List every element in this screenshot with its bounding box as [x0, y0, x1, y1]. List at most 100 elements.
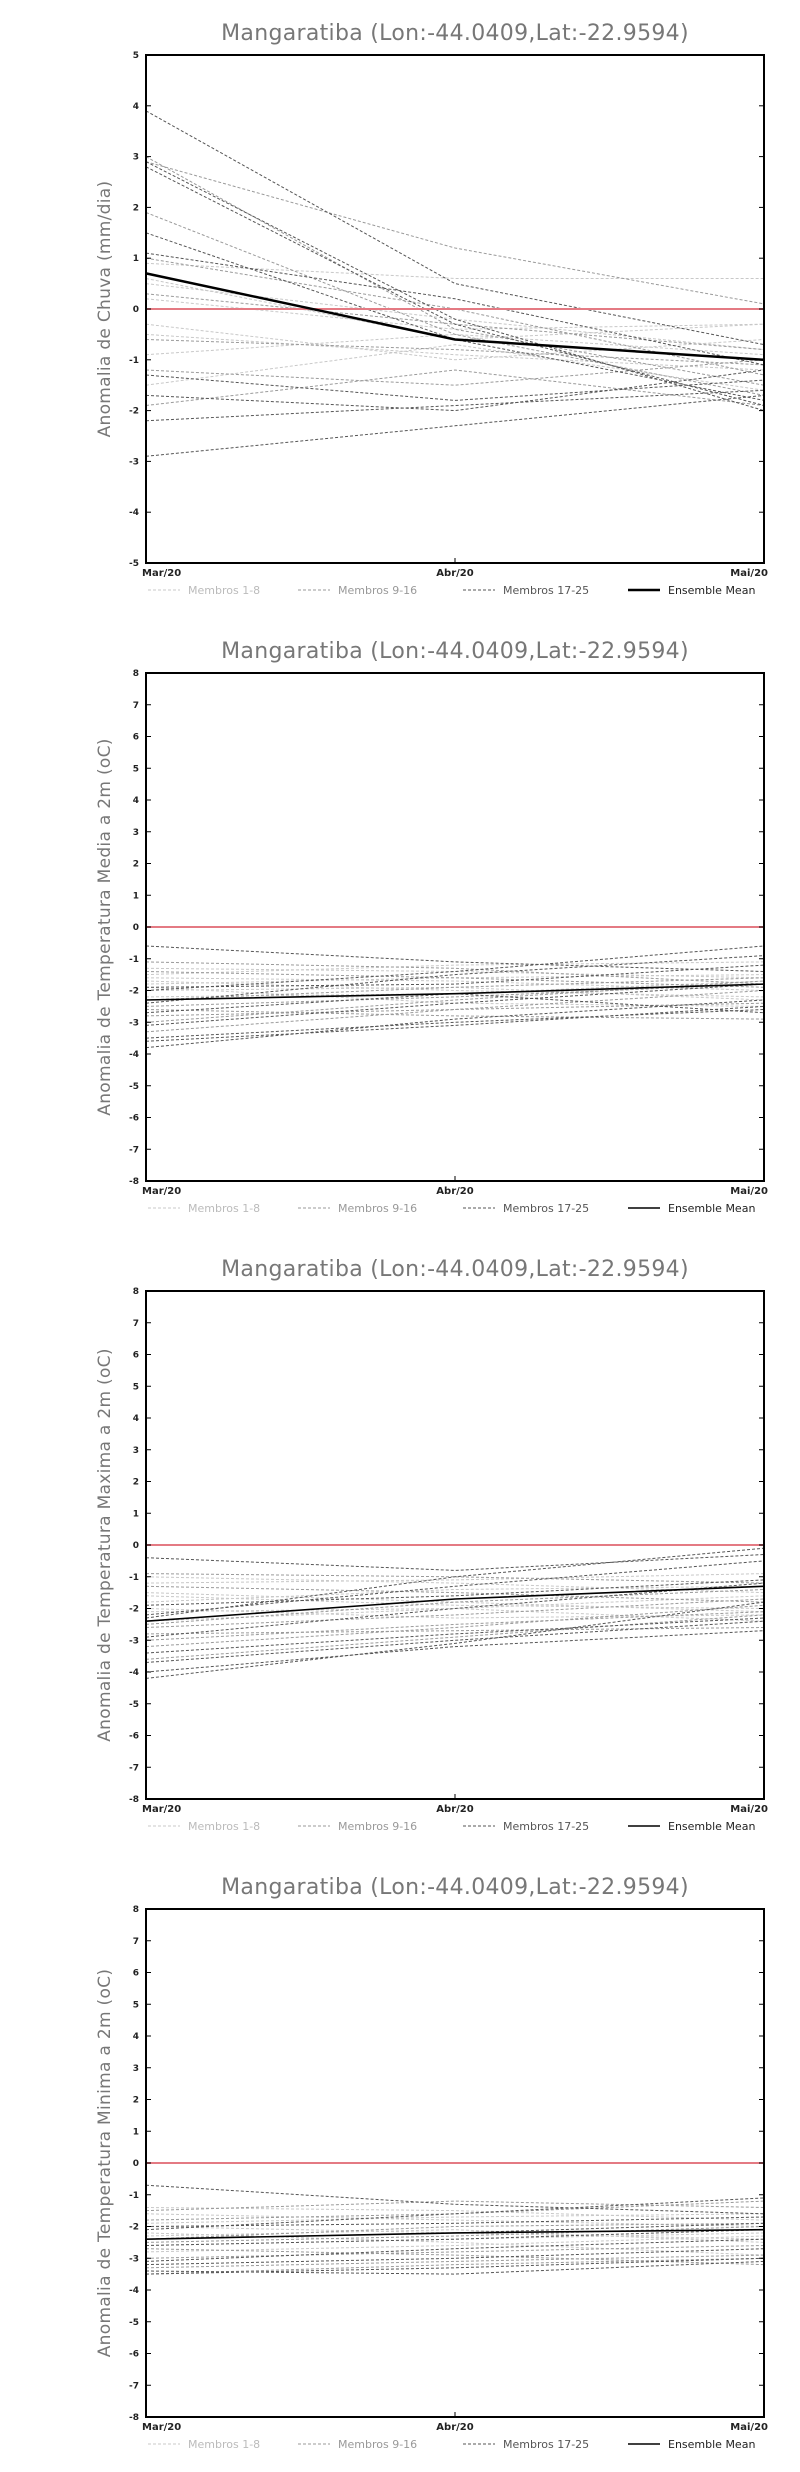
member-line-25	[145, 964, 765, 988]
member-line-14	[145, 2257, 765, 2275]
member-line-15	[145, 961, 765, 985]
y-axis-label: Anomalia de Temperatura Maxima a 2m (oC)	[95, 1348, 115, 1742]
member-line-9	[145, 2226, 765, 2243]
y-tick-label: 8	[133, 669, 139, 679]
member-line-20	[145, 374, 765, 401]
chart-svg: Mangaratiba (Lon:-44.0409,Lat:-22.9594) A…	[95, 639, 768, 1215]
member-line-10	[145, 1002, 765, 1017]
member-line-22	[145, 389, 765, 422]
member-line-18	[145, 1601, 765, 1679]
y-tick-label: -3	[129, 457, 139, 467]
y-tick-label: -5	[129, 2318, 139, 2328]
member-line-14	[145, 990, 765, 1033]
y-axis-label: Anomalia de Chuva (mm/dia)	[95, 181, 115, 438]
member-line-11	[145, 1585, 765, 1603]
member-line-4	[145, 986, 765, 1001]
x-tick-label: Mai/20	[730, 1804, 768, 1815]
x-tick-label: Mar/20	[142, 2422, 181, 2433]
member-line-23	[145, 2257, 765, 2275]
y-tick-label: -7	[129, 1763, 139, 1773]
member-line-25	[145, 2216, 765, 2227]
y-tick-label: 6	[133, 1969, 139, 1979]
y-tick-label: 3	[133, 153, 139, 163]
y-tick-label: 4	[133, 1414, 139, 1424]
y-tick-label: 2	[133, 860, 139, 870]
member-line-25	[145, 1579, 765, 1606]
member-line-21	[145, 2248, 765, 2266]
member-line-25	[145, 232, 765, 401]
y-tick-label: 0	[133, 305, 139, 315]
chart-title: Mangaratiba (Lon:-44.0409,Lat:-22.9594)	[221, 639, 689, 664]
y-tick-label: -4	[129, 1050, 139, 1060]
member-line-20	[145, 1547, 765, 1619]
member-line-7	[145, 2232, 765, 2256]
member-line-15	[145, 1573, 765, 1584]
chart-precipitation: Mangaratiba (Lon:-44.0409,Lat:-22.9594) A…	[0, 0, 800, 618]
member-line-16	[145, 212, 765, 396]
member-line-8	[145, 1595, 765, 1609]
legend-label: Ensemble Mean	[668, 1820, 755, 1833]
y-tick-label: -2	[129, 407, 139, 417]
member-line-23	[145, 1630, 765, 1673]
member-line-17	[145, 110, 765, 346]
member-line-5	[145, 961, 765, 976]
y-tick-label: -3	[129, 1636, 139, 1646]
y-axis-label: Anomalia de Temperatura Media a 2m (oC)	[95, 738, 115, 1115]
chart-svg: Mangaratiba (Lon:-44.0409,Lat:-22.9594) A…	[95, 21, 768, 597]
member-line-22	[145, 945, 765, 991]
legend-label: Ensemble Mean	[668, 584, 755, 597]
member-line-5	[145, 2207, 765, 2221]
member-line-9	[145, 161, 765, 305]
chart-max-temperature: Mangaratiba (Lon:-44.0409,Lat:-22.9594) A…	[0, 1236, 800, 1854]
member-line-16	[145, 1009, 765, 1020]
y-tick-label: -4	[129, 1668, 139, 1678]
member-line-23	[145, 1005, 765, 1042]
member-line-10	[145, 359, 765, 386]
member-line-17	[145, 1554, 765, 1571]
y-tick-label: 4	[133, 2032, 139, 2042]
x-tick-label: Abr/20	[436, 1186, 473, 1197]
y-tick-label: 8	[133, 1905, 139, 1915]
y-tick-label: -6	[129, 1114, 139, 1124]
y-tick-label: 5	[133, 1382, 139, 1392]
member-line-3	[145, 262, 764, 279]
legend-label: Membros 1-8	[188, 1820, 260, 1833]
y-tick-label: 6	[133, 1351, 139, 1361]
chart-min-temperature: Mangaratiba (Lon:-44.0409,Lat:-22.9594) A…	[0, 1854, 800, 2472]
x-tick-label: Mar/20	[142, 1804, 181, 1815]
legend-label: Membros 9-16	[338, 1820, 417, 1833]
legend-label: Ensemble Mean	[668, 1202, 755, 1215]
member-line-21	[145, 252, 765, 366]
member-line-3	[145, 1585, 765, 1603]
y-tick-label: 8	[133, 1287, 139, 1297]
member-line-12	[145, 2254, 765, 2269]
chart-title: Mangaratiba (Lon:-44.0409,Lat:-22.9594)	[221, 1257, 689, 1282]
y-tick-label: 0	[133, 923, 139, 933]
ensemble-mean-line	[145, 983, 765, 1001]
x-tick-label: Mai/20	[730, 1186, 768, 1197]
y-tick-label: -5	[129, 1700, 139, 1710]
member-line-22	[145, 2222, 765, 2240]
ensemble-mean-line	[145, 2228, 765, 2240]
y-tick-label: 7	[133, 1319, 139, 1329]
member-line-21	[145, 983, 765, 1026]
member-line-7	[145, 344, 765, 391]
ensemble-mean-line	[145, 272, 765, 362]
member-line-1	[145, 1576, 765, 1594]
y-tick-label: 7	[133, 701, 139, 711]
x-tick-label: Abr/20	[436, 2422, 473, 2433]
member-line-3	[145, 974, 765, 985]
member-line-2	[145, 323, 765, 361]
y-tick-label: 5	[133, 764, 139, 774]
legend-label: Membros 17-25	[503, 1202, 589, 1215]
member-line-11	[145, 971, 765, 988]
y-tick-label: 2	[133, 203, 139, 213]
y-tick-label: 2	[133, 2096, 139, 2106]
member-line-6	[145, 333, 765, 356]
y-tick-label: 1	[133, 891, 139, 901]
member-line-13	[145, 1589, 765, 1625]
y-tick-label: -8	[129, 2413, 139, 2423]
member-line-8	[145, 278, 765, 341]
x-tick-label: Mai/20	[730, 568, 768, 579]
